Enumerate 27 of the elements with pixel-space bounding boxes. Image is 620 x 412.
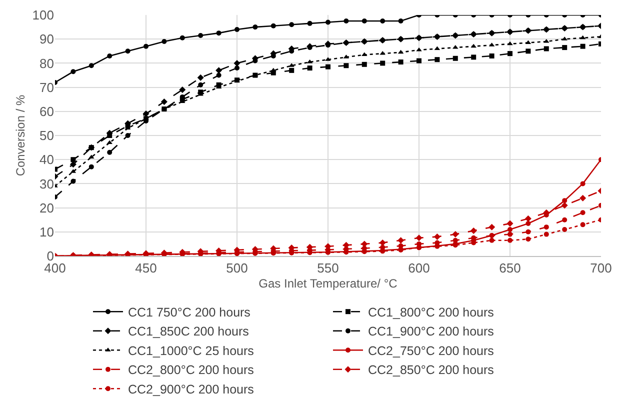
legend-label: CC2_900°C 200 hours bbox=[128, 382, 254, 396]
legend-label: CC2_800°C 200 hours bbox=[128, 363, 254, 378]
x-tick-label: 500 bbox=[226, 260, 248, 276]
y-tick-label: 30 bbox=[40, 176, 54, 192]
y-axis-title: Conversion / % bbox=[14, 94, 28, 176]
y-tick-label: 50 bbox=[40, 128, 54, 144]
x-tick-label: 600 bbox=[408, 260, 430, 276]
x-tick-label: 650 bbox=[499, 260, 521, 276]
legend-label: CC1_800°C 200 hours bbox=[368, 305, 494, 320]
x-tick-label: 550 bbox=[317, 260, 339, 276]
x-tick-label: 450 bbox=[135, 260, 157, 276]
y-tick-label: 70 bbox=[40, 80, 54, 95]
legend-label: CC1 750°C 200 hours bbox=[128, 305, 250, 320]
legend-label: CC1_1000°C 25 hours bbox=[128, 344, 254, 358]
y-tick-label: 10 bbox=[40, 224, 54, 240]
legend-label: CC2_850°C 200 hours bbox=[368, 363, 494, 378]
legend-label: CC1_850C 200 hours bbox=[128, 324, 249, 339]
x-axis-title: Gas Inlet Temperature/ °C bbox=[258, 276, 398, 290]
y-tick-label: 90 bbox=[40, 32, 54, 47]
y-tick-label: 100 bbox=[32, 8, 54, 23]
x-tick-label: 700 bbox=[590, 260, 612, 276]
y-tick-label: 60 bbox=[40, 104, 54, 119]
y-tick-label: 80 bbox=[40, 56, 54, 71]
legend-label: CC2_750°C 200 hours bbox=[368, 344, 494, 358]
y-tick-label: 40 bbox=[40, 152, 54, 168]
legend-label: CC1_900°C 200 hours bbox=[368, 324, 494, 339]
y-tick-label: 20 bbox=[40, 200, 54, 216]
